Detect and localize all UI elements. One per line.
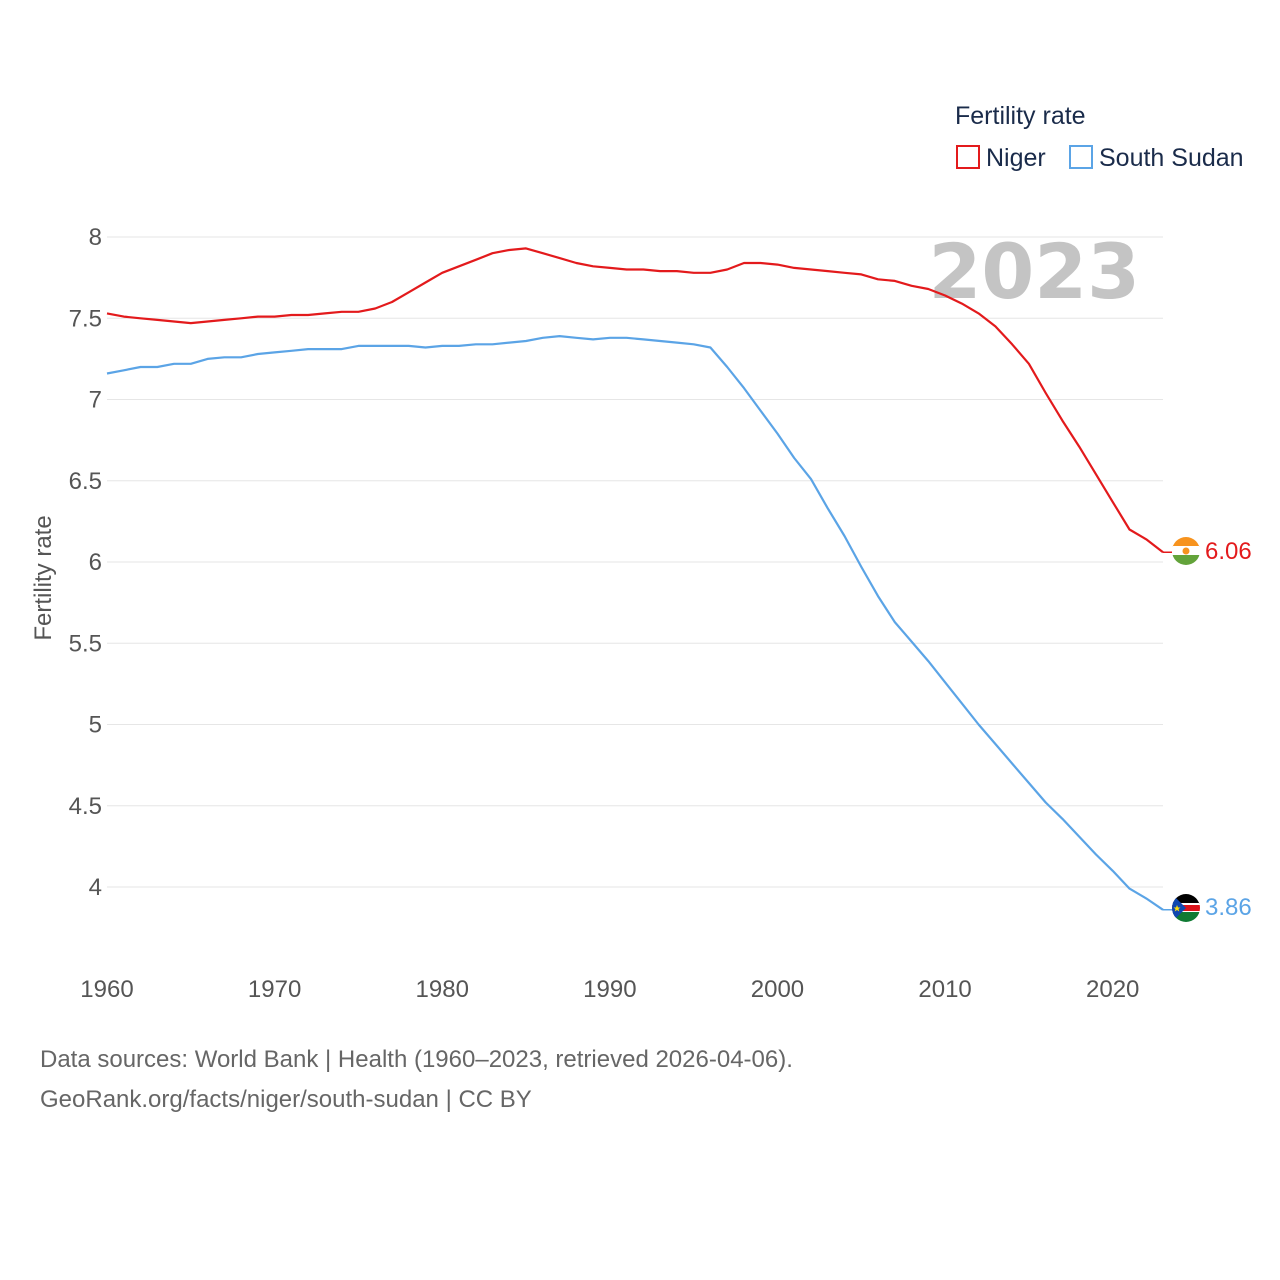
fertility-rate-chart: Fertility rate Niger South Sudan 2023 Fe… [30, 102, 1252, 1003]
y-axis-title: Fertility rate [30, 515, 57, 640]
y-tick-label: 4 [89, 874, 102, 901]
y-tick-label: 7 [89, 387, 102, 414]
x-axis-ticks: 1960 1970 1980 1990 2000 2010 2020 [80, 976, 1139, 1003]
legend-item-south-sudan[interactable]: South Sudan [1069, 144, 1244, 172]
source-line: Data sources: World Bank | Health (1960–… [40, 1046, 793, 1073]
legend-label-south-sudan: South Sudan [1099, 144, 1244, 172]
legend-item-niger[interactable]: Niger [956, 144, 1046, 172]
series-line-niger[interactable] [106, 247, 1164, 554]
legend-title: Fertility rate [955, 102, 1086, 130]
y-tick-label: 4.5 [69, 793, 102, 820]
year-label: 2023 [928, 227, 1140, 316]
x-tick-label: 1960 [80, 976, 133, 1003]
y-tick-label: 5.5 [69, 630, 102, 657]
y-tick-label: 6 [89, 549, 102, 576]
end-value-south-sudan: 3.86 [1205, 894, 1252, 921]
x-tick-label: 2010 [918, 976, 971, 1003]
x-tick-label: 2000 [751, 976, 804, 1003]
y-axis-ticks: 4 4.5 5 5.5 6 6.5 7 7.5 8 [69, 224, 102, 901]
legend-label-niger: Niger [986, 144, 1046, 172]
niger-flag-icon [1172, 537, 1200, 565]
legend-swatch-south-sudan [1069, 145, 1093, 169]
y-tick-label: 6.5 [69, 468, 102, 495]
x-tick-label: 2020 [1086, 976, 1139, 1003]
end-value-niger: 6.06 [1205, 538, 1252, 565]
series-line-south-sudan[interactable] [106, 335, 1164, 911]
y-tick-label: 7.5 [69, 305, 102, 332]
south-sudan-flag-icon [1172, 894, 1200, 922]
x-tick-label: 1990 [583, 976, 636, 1003]
x-tick-label: 1980 [416, 976, 469, 1003]
x-tick-label: 1970 [248, 976, 301, 1003]
legend[interactable]: Fertility rate Niger South Sudan [955, 102, 1244, 172]
series-lines [106, 247, 1172, 911]
y-tick-label: 8 [89, 224, 102, 251]
legend-swatch-niger [956, 145, 980, 169]
y-tick-label: 5 [89, 712, 102, 739]
gridlines [107, 236, 1163, 888]
attribution-link[interactable]: GeoRank.org/facts/niger/south-sudan | CC… [40, 1086, 532, 1113]
